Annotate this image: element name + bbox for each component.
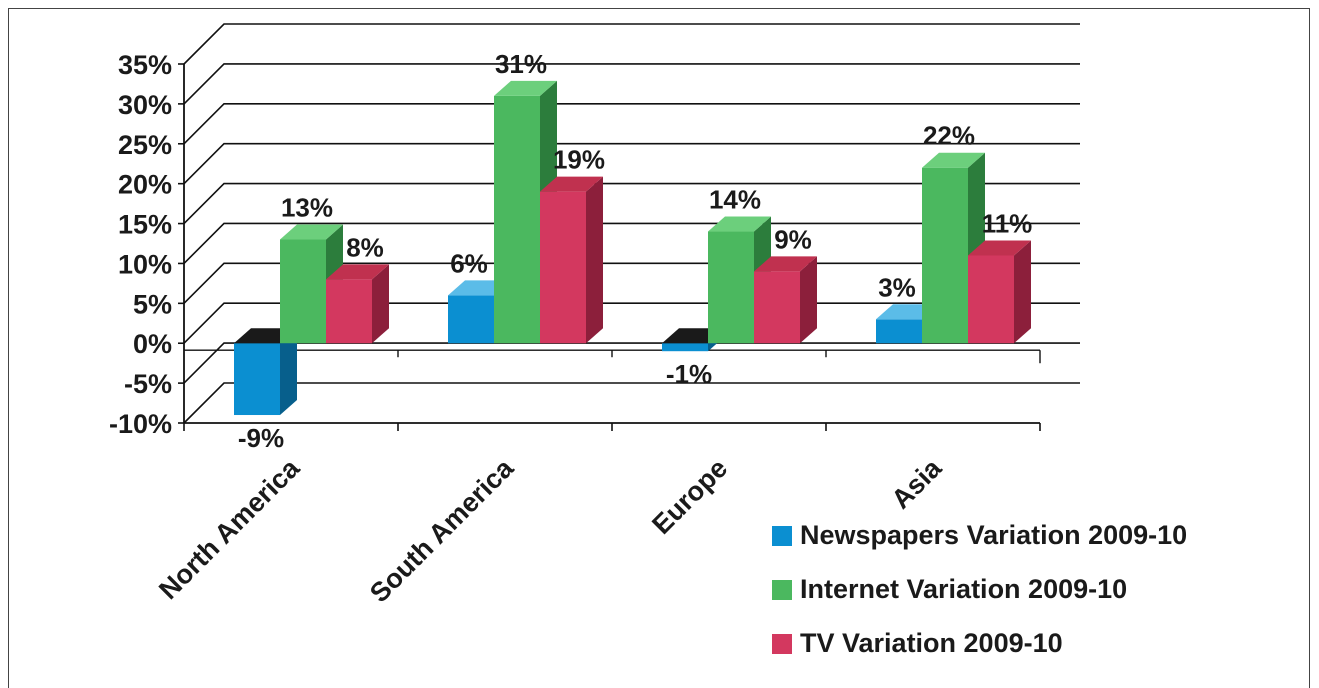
bar-top-face [968, 240, 1031, 256]
legend: Newspapers Variation 2009-10 Internet Va… [772, 520, 1187, 658]
y-axis-ticks: 35% 30% 25% 20% 15% 10% 5% 0% -5% -10% [109, 50, 172, 439]
gridline [183, 23, 1080, 65]
bar [754, 256, 817, 344]
data-label: 3% [878, 272, 916, 302]
bar-front-face [540, 191, 586, 344]
bar-front-face [494, 95, 540, 344]
legend-label: Internet Variation 2009-10 [800, 574, 1127, 604]
bar [326, 264, 389, 344]
y-tick-label: -10% [109, 409, 172, 439]
bar-top-face [494, 80, 557, 96]
data-label: 31% [495, 49, 547, 79]
x-tick-label: Europe [646, 453, 733, 540]
bar-front-face [708, 231, 754, 344]
bar [494, 80, 557, 344]
x-tick-label: Asia [886, 452, 948, 514]
gridline [183, 222, 1080, 265]
data-label: 22% [923, 121, 975, 151]
y-tick-label: 35% [118, 50, 172, 80]
bar [540, 176, 603, 344]
chart-frame [8, 8, 1310, 688]
bar-side-face [586, 176, 603, 344]
data-label: 19% [553, 145, 605, 175]
bar-front-face [662, 343, 708, 352]
bar-front-face [326, 279, 372, 344]
bar [968, 240, 1031, 344]
legend-swatch [772, 580, 792, 600]
bar-top-face [922, 152, 985, 168]
y-tick-label: 20% [118, 170, 172, 200]
data-labels: -9% 13% 8% 6% 31% 19% -1% 14% 9% 3% 22% … [238, 49, 1032, 453]
bar-side-face [372, 264, 389, 344]
gridline [183, 342, 1080, 384]
legend-swatch [772, 634, 792, 654]
bar-front-face [754, 271, 800, 344]
bar-front-face [922, 167, 968, 344]
legend-label: Newspapers Variation 2009-10 [800, 520, 1187, 550]
bar-front-face [234, 343, 280, 416]
legend-swatch [772, 526, 792, 546]
bar-top-face [540, 176, 603, 192]
bar-top-face [280, 224, 343, 240]
data-label: -1% [666, 359, 712, 389]
y-tick-label: 30% [118, 90, 172, 120]
y-tick-label: 25% [118, 130, 172, 160]
bar [280, 224, 343, 344]
y-tick-label: 15% [118, 210, 172, 240]
bar-front-face [876, 319, 922, 344]
bar-front-face [968, 255, 1014, 344]
y-tick-label: -5% [124, 369, 172, 399]
legend-label: TV Variation 2009-10 [800, 628, 1063, 658]
gridline [183, 142, 1080, 185]
bar-top-face [326, 264, 389, 280]
data-label: -9% [238, 423, 284, 453]
bar-front-face [448, 295, 494, 344]
bar-side-face [280, 328, 297, 416]
data-label: 14% [709, 185, 761, 215]
gridline [183, 182, 1080, 225]
data-label: 11% [982, 208, 1033, 238]
data-label: 6% [450, 248, 488, 278]
gridline [183, 382, 1080, 424]
y-tick-label: 5% [133, 289, 172, 319]
bar-side-face [800, 256, 817, 344]
data-label: 9% [774, 224, 812, 254]
bar-front-face [280, 239, 326, 344]
data-label: 8% [346, 232, 384, 262]
y-tick-label: 0% [133, 329, 172, 359]
bar-side-face [1014, 240, 1031, 344]
gridline [183, 102, 1080, 145]
bar-top-face [708, 216, 771, 232]
gridline [183, 63, 1080, 105]
x-tick-label: North America [153, 452, 306, 605]
data-label: 13% [281, 193, 333, 223]
y-tick-label: 10% [118, 249, 172, 279]
x-tick-label: South America [364, 452, 520, 608]
bars [234, 80, 1031, 416]
bar-top-face [754, 256, 817, 272]
